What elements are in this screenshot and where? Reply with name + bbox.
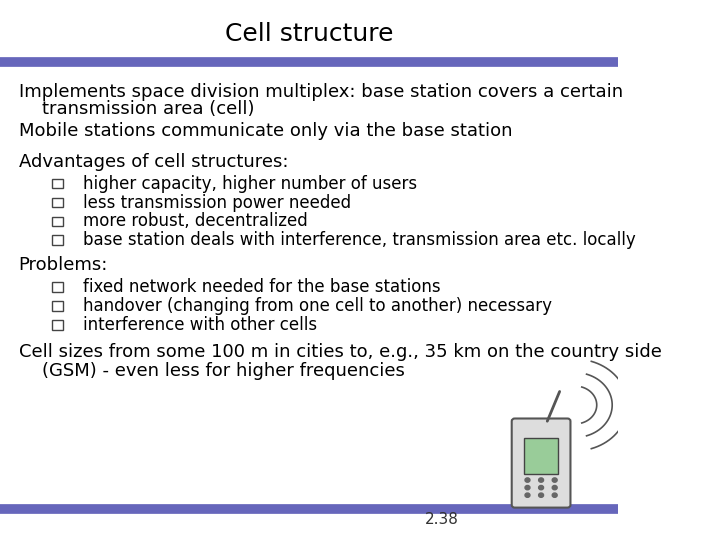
Circle shape — [525, 485, 530, 490]
Text: interference with other cells: interference with other cells — [84, 316, 318, 334]
Circle shape — [525, 478, 530, 482]
Text: (GSM) - even less for higher frequencies: (GSM) - even less for higher frequencies — [19, 362, 405, 380]
Circle shape — [525, 493, 530, 497]
Text: Cell structure: Cell structure — [225, 22, 393, 45]
Text: Problems:: Problems: — [19, 255, 108, 274]
FancyBboxPatch shape — [52, 301, 63, 311]
Circle shape — [539, 478, 544, 482]
Text: higher capacity, higher number of users: higher capacity, higher number of users — [84, 174, 418, 193]
Text: Cell sizes from some 100 m in cities to, e.g., 35 km on the country side: Cell sizes from some 100 m in cities to,… — [19, 343, 662, 361]
Text: Advantages of cell structures:: Advantages of cell structures: — [19, 153, 288, 171]
FancyBboxPatch shape — [524, 438, 558, 474]
Circle shape — [552, 478, 557, 482]
FancyBboxPatch shape — [52, 320, 63, 330]
FancyBboxPatch shape — [52, 235, 63, 245]
Circle shape — [552, 493, 557, 497]
Text: less transmission power needed: less transmission power needed — [84, 193, 351, 212]
Circle shape — [539, 485, 544, 490]
Text: more robust, decentralized: more robust, decentralized — [84, 212, 308, 231]
Text: handover (changing from one cell to another) necessary: handover (changing from one cell to anot… — [84, 297, 552, 315]
Text: transmission area (cell): transmission area (cell) — [19, 100, 254, 118]
Text: fixed network needed for the base stations: fixed network needed for the base statio… — [84, 278, 441, 296]
Text: base station deals with interference, transmission area etc. locally: base station deals with interference, tr… — [84, 231, 636, 249]
FancyBboxPatch shape — [52, 217, 63, 226]
Text: Implements space division multiplex: base station covers a certain: Implements space division multiplex: bas… — [19, 83, 623, 101]
FancyBboxPatch shape — [52, 282, 63, 292]
FancyBboxPatch shape — [52, 179, 63, 188]
Text: 2.38: 2.38 — [426, 511, 459, 526]
Text: Mobile stations communicate only via the base station: Mobile stations communicate only via the… — [19, 122, 512, 140]
FancyBboxPatch shape — [52, 198, 63, 207]
Circle shape — [539, 493, 544, 497]
FancyBboxPatch shape — [512, 418, 570, 508]
Circle shape — [552, 485, 557, 490]
